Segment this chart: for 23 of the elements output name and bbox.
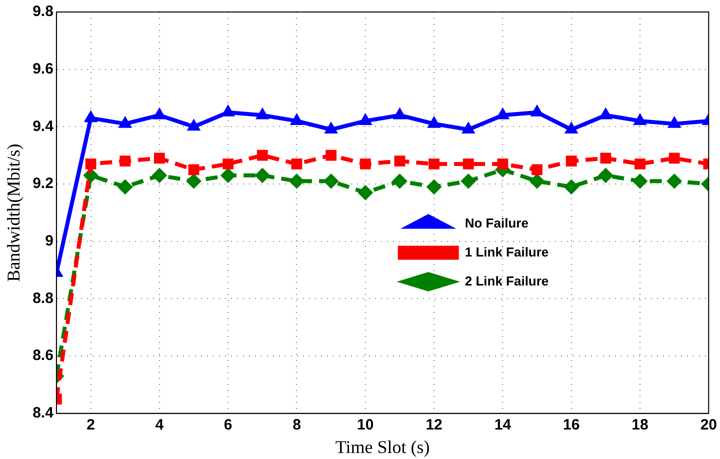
x-tick-label: 18 bbox=[632, 416, 648, 434]
x-tick-label: 12 bbox=[426, 416, 442, 434]
y-tick-label: 9.6 bbox=[32, 60, 54, 78]
x-axis-title: Time Slot (s) bbox=[335, 436, 430, 457]
y-tick-label: 9.8 bbox=[32, 3, 54, 20]
legend-label: No Failure bbox=[464, 215, 528, 230]
x-tick-label: 8 bbox=[292, 416, 301, 434]
x-tick-label: 2 bbox=[86, 416, 95, 434]
x-tick-label: 20 bbox=[700, 416, 717, 434]
y-axis-title: Bandwidth(Mbit/s) bbox=[4, 144, 24, 282]
y-tick-label: 8.8 bbox=[32, 290, 54, 307]
legend-label: 1 Link Failure bbox=[464, 244, 549, 260]
y-tick-label: 9.4 bbox=[32, 118, 54, 135]
x-tick-label: 4 bbox=[155, 416, 164, 434]
y-tick-label: 8.4 bbox=[32, 404, 54, 422]
x-tick-label: 14 bbox=[494, 416, 512, 434]
y-tick-label: 9 bbox=[45, 232, 54, 250]
legend-label: 2 Link Failure bbox=[464, 273, 549, 288]
x-tick-label: 10 bbox=[357, 416, 374, 434]
y-tick-label: 8.6 bbox=[32, 347, 54, 364]
y-tick-label: 9.2 bbox=[32, 175, 54, 192]
x-tick-label: 16 bbox=[563, 416, 580, 434]
x-tick-label: 6 bbox=[224, 416, 232, 434]
